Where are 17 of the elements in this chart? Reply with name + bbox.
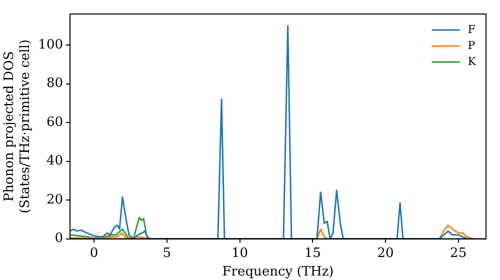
y-tick-label: 0 bbox=[54, 231, 64, 246]
y-tick-label: 60 bbox=[46, 114, 64, 130]
x-axis-title: Frequency (THz) bbox=[222, 264, 334, 280]
legend-label: P bbox=[468, 38, 476, 52]
y-tick-label: 20 bbox=[46, 192, 64, 208]
y-tick-label: 100 bbox=[38, 37, 64, 52]
legend-label: F bbox=[468, 22, 476, 36]
x-tick-label: 10 bbox=[231, 246, 248, 261]
x-tick-label: 0 bbox=[90, 246, 98, 261]
y-axis-title: Phonon projected DOS (States/THz·primitive cell) bbox=[2, 39, 33, 214]
y-tick-label: 40 bbox=[46, 154, 64, 169]
y-tick-label: 80 bbox=[46, 76, 64, 92]
x-tick-label: 5 bbox=[162, 246, 172, 261]
legend-label: K bbox=[468, 54, 477, 68]
x-tick-label: 20 bbox=[377, 246, 394, 261]
x-tick-label: 25 bbox=[450, 246, 467, 261]
x-tick-label: 15 bbox=[304, 246, 321, 261]
